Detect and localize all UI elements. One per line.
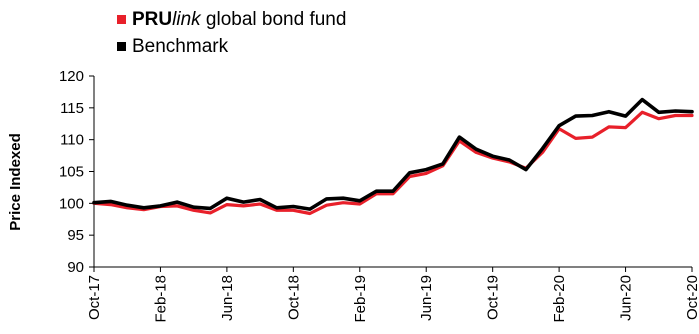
y-tick-label: 110 (60, 132, 84, 149)
x-tick-label: Jun-20 (618, 275, 635, 321)
y-tick-label: 95 (67, 227, 84, 244)
x-tick-label: Oct-20 (684, 275, 699, 320)
legend-item-benchmark: Benchmark (117, 33, 346, 60)
legend-label-fund: PRUlink global bond fund (132, 8, 347, 30)
y-tick-label: 115 (60, 100, 84, 117)
x-tick-label: Feb-19 (352, 275, 369, 323)
series-line-benchmark (92, 97, 694, 211)
legend-item-fund: PRUlink global bond fund (117, 6, 346, 33)
x-tick-label: Oct-19 (485, 275, 502, 320)
series-line-fund (92, 110, 694, 216)
y-tick-label: 100 (59, 195, 84, 212)
legend-swatch-benchmark (117, 42, 126, 51)
x-tick-label: Feb-20 (551, 275, 568, 323)
x-tick-label: Oct-17 (86, 275, 103, 320)
legend-swatch-fund (117, 15, 126, 24)
y-tick-label: 90 (67, 259, 84, 276)
series-layer (92, 97, 694, 216)
x-tick-label: Feb-18 (152, 275, 169, 323)
y-tick-label: 105 (59, 164, 84, 181)
legend: PRUlink global bond fund Benchmark (117, 6, 346, 60)
axes: 90 95 100 105 110 115 120 Oct-17 Feb-18 Jun-18 Oct… (59, 68, 699, 323)
x-tick-label: Oct-18 (285, 275, 302, 320)
y-axis-label: Price Indexed (7, 133, 24, 231)
x-tick-label: Jun-18 (219, 275, 236, 321)
y-tick-label: 120 (59, 68, 84, 85)
x-tick-label: Jun-19 (418, 275, 435, 321)
legend-label-benchmark: Benchmark (132, 35, 229, 57)
